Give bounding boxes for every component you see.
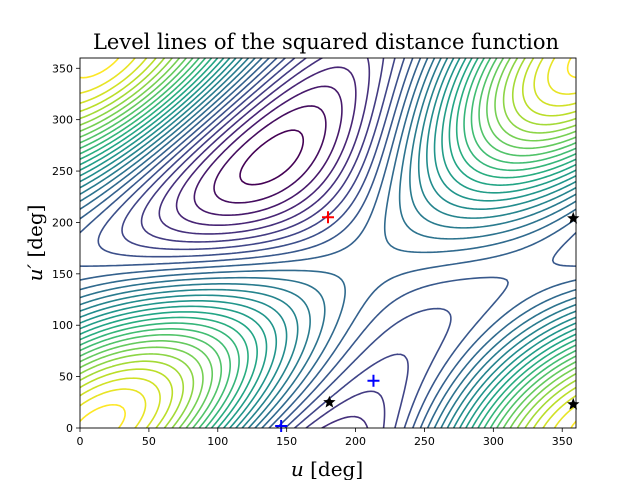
contour-level: [175, 66, 357, 227]
x-tick-label: 50: [142, 435, 156, 448]
x-tick-label: 250: [414, 435, 435, 448]
contour-level: [80, 58, 576, 428]
contour-level: [97, 58, 452, 428]
star-marker: [323, 395, 336, 408]
x-tick-label: 100: [207, 435, 228, 448]
plus-marker: [367, 374, 380, 387]
contour-level: [213, 105, 327, 204]
y-tick-label: 300: [52, 114, 73, 127]
x-axis-label: u [deg]: [291, 457, 363, 480]
contour-level: [80, 58, 576, 428]
y-tick-label: 100: [52, 319, 73, 332]
contour-level: [80, 58, 576, 428]
chart-title: Level lines of the squared distance func…: [93, 30, 559, 54]
x-tick-label: 200: [345, 435, 366, 448]
y-axis-ticks: 0 50 100 150 200 250 300 350: [52, 62, 80, 435]
contour-level: [80, 58, 576, 428]
y-tick-label: 0: [66, 422, 73, 435]
contour-level: [80, 58, 576, 428]
plus-marker: [322, 211, 334, 224]
contour-level: [80, 58, 576, 428]
contour-level: [239, 129, 305, 186]
y-tick-label: 150: [52, 268, 73, 281]
x-tick-label: 350: [552, 435, 573, 448]
contour-level: [80, 58, 576, 428]
x-tick-label: 300: [483, 435, 504, 448]
x-tick-label: 150: [276, 435, 297, 448]
x-tick-label: 0: [77, 435, 84, 448]
contour-level: [80, 58, 576, 428]
y-tick-label: 250: [52, 165, 73, 178]
contour-level: [80, 58, 576, 428]
contour-level: [80, 58, 576, 428]
y-tick-label: 200: [52, 216, 73, 229]
markers: [275, 211, 580, 432]
contour-level: [80, 58, 576, 428]
plot-frame: [79, 57, 577, 429]
contour-level: [158, 58, 371, 428]
y-tick-label: 50: [59, 371, 73, 384]
contour-level: [193, 85, 343, 216]
contour-level: [140, 58, 386, 428]
contour-level: [80, 58, 576, 428]
star-marker: [567, 397, 580, 410]
contour-level: [80, 58, 576, 428]
contour-level: [80, 58, 576, 428]
star-marker: [567, 211, 580, 224]
contour-level: [80, 58, 576, 428]
y-tick-label: 350: [52, 62, 73, 75]
x-axis-ticks: 0 50 100 150 200 250 300 350: [77, 428, 573, 448]
contour-lines: [80, 58, 576, 428]
plus-marker: [275, 419, 288, 432]
contour-level: [80, 58, 576, 428]
y-axis-label: u′ [deg]: [23, 205, 47, 282]
